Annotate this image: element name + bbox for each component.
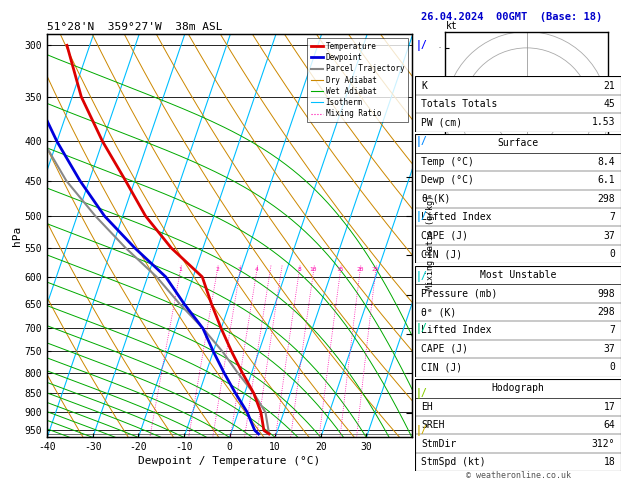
Text: 4: 4	[255, 267, 259, 273]
Text: Lifted Index: Lifted Index	[421, 326, 492, 335]
Text: EH: EH	[421, 402, 433, 412]
Text: CAPE (J): CAPE (J)	[421, 344, 469, 354]
Text: |/: |/	[415, 388, 427, 399]
Text: 3: 3	[238, 267, 242, 273]
Text: 1.53: 1.53	[592, 118, 615, 127]
Text: Surface: Surface	[498, 139, 539, 148]
Text: K: K	[421, 81, 427, 90]
Text: 20: 20	[356, 267, 364, 273]
Text: 298: 298	[598, 307, 615, 317]
Text: StmSpd (kt): StmSpd (kt)	[421, 457, 486, 467]
Text: 1: 1	[178, 267, 182, 273]
Text: 26.04.2024  00GMT  (Base: 18): 26.04.2024 00GMT (Base: 18)	[421, 12, 603, 22]
Text: 998: 998	[598, 289, 615, 298]
FancyBboxPatch shape	[415, 134, 621, 263]
Text: CAPE (J): CAPE (J)	[421, 231, 469, 241]
Legend: Temperature, Dewpoint, Parcel Trajectory, Dry Adiabat, Wet Adiabat, Isotherm, Mi: Temperature, Dewpoint, Parcel Trajectory…	[308, 38, 408, 122]
Text: Most Unstable: Most Unstable	[480, 270, 557, 280]
Text: 37: 37	[603, 344, 615, 354]
Text: 7: 7	[610, 326, 615, 335]
Text: Totals Totals: Totals Totals	[421, 99, 498, 109]
Text: 17: 17	[603, 402, 615, 412]
Text: 10: 10	[309, 267, 317, 273]
Text: |/: |/	[415, 271, 427, 282]
Text: θᵉ (K): θᵉ (K)	[421, 307, 457, 317]
Text: Dewp (°C): Dewp (°C)	[421, 175, 474, 185]
Text: 0: 0	[610, 249, 615, 259]
Text: |/: |/	[415, 136, 427, 147]
Text: ⇔: ⇔	[464, 157, 472, 167]
Text: ⇔: ⇔	[497, 173, 505, 183]
FancyBboxPatch shape	[415, 266, 621, 377]
Text: 298: 298	[598, 194, 615, 204]
Text: 21: 21	[603, 81, 615, 90]
Text: 0: 0	[610, 363, 615, 372]
Text: 51°28'N  359°27'W  38m ASL: 51°28'N 359°27'W 38m ASL	[47, 22, 223, 32]
Text: Pressure (mb): Pressure (mb)	[421, 289, 498, 298]
Text: Hodograph: Hodograph	[492, 383, 545, 393]
Y-axis label: hPa: hPa	[12, 226, 22, 246]
Text: 25: 25	[372, 267, 379, 273]
FancyBboxPatch shape	[415, 76, 621, 132]
Text: 8.4: 8.4	[598, 157, 615, 167]
Text: 6.1: 6.1	[598, 175, 615, 185]
Text: Lifted Index: Lifted Index	[421, 212, 492, 222]
Text: |/: |/	[415, 210, 427, 222]
Text: |/: |/	[415, 40, 427, 51]
Text: 18: 18	[603, 457, 615, 467]
Text: CIN (J): CIN (J)	[421, 363, 462, 372]
Text: 312°: 312°	[592, 439, 615, 449]
Text: 8: 8	[297, 267, 301, 273]
FancyBboxPatch shape	[415, 379, 621, 471]
Text: 7: 7	[610, 212, 615, 222]
X-axis label: Dewpoint / Temperature (°C): Dewpoint / Temperature (°C)	[138, 456, 321, 467]
Text: CIN (J): CIN (J)	[421, 249, 462, 259]
Text: kt: kt	[445, 21, 457, 31]
Text: StmDir: StmDir	[421, 439, 457, 449]
Text: ⇔: ⇔	[481, 167, 489, 176]
Text: SREH: SREH	[421, 420, 445, 430]
Text: 2: 2	[215, 267, 219, 273]
Text: |/: |/	[415, 425, 427, 436]
Text: 15: 15	[337, 267, 344, 273]
Text: © weatheronline.co.uk: © weatheronline.co.uk	[467, 471, 571, 480]
Text: 64: 64	[603, 420, 615, 430]
Text: θᵉ(K): θᵉ(K)	[421, 194, 451, 204]
Text: Mixing Ratio (g/kg): Mixing Ratio (g/kg)	[426, 195, 435, 291]
Text: 37: 37	[603, 231, 615, 241]
Text: Temp (°C): Temp (°C)	[421, 157, 474, 167]
Text: PW (cm): PW (cm)	[421, 118, 462, 127]
Text: |/: |/	[415, 323, 427, 334]
Text: LCL: LCL	[416, 430, 431, 438]
Text: 45: 45	[603, 99, 615, 109]
